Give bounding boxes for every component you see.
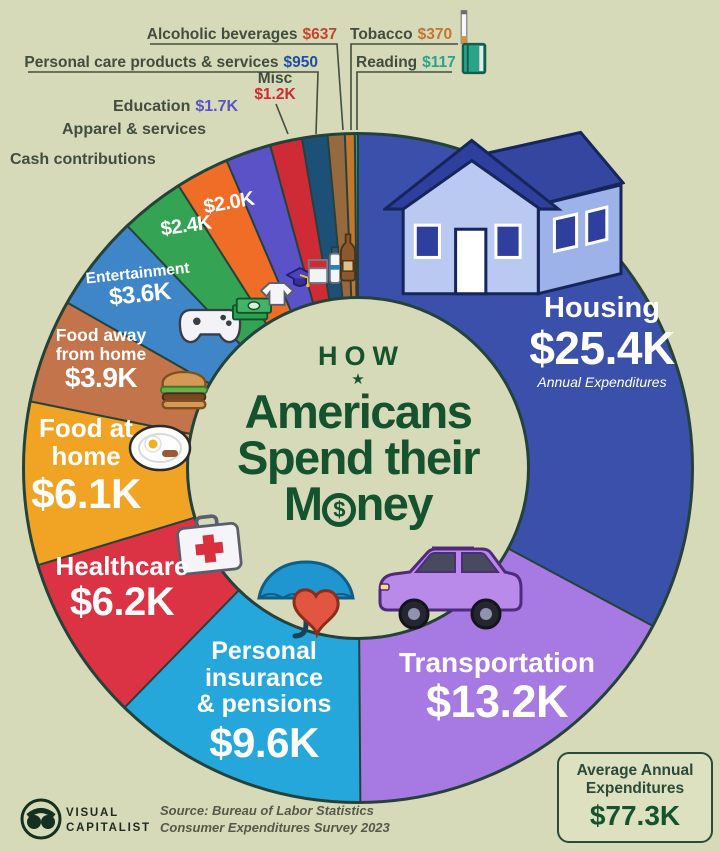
beer-bottle-icon [340, 233, 356, 282]
star-icon: ★ [351, 371, 365, 388]
book-icon [461, 42, 487, 75]
first-aid-icon [176, 514, 243, 576]
money-suffix: ney [355, 477, 434, 531]
source-line-2: Consumer Expenditures Survey 2023 [160, 819, 390, 835]
suv-icon [378, 546, 523, 630]
brand-name: VISUAL CAPITALIST [66, 806, 151, 836]
house-icon [383, 130, 625, 296]
slice-value: $9.6K [209, 718, 319, 766]
label-reading: Reading $117 [356, 54, 456, 72]
slice-label: & pensions [196, 690, 332, 718]
slice-value: $6.1K [31, 470, 141, 518]
housing-label-block: Housing $25.4K Annual Expenditures [529, 292, 675, 391]
slice-label: Healthcare [55, 551, 189, 581]
label-value: $117 [422, 54, 456, 71]
insurance-label-block: Personal insurance & pensions $9.6K [197, 638, 332, 765]
slice-label: Food at [39, 413, 133, 443]
label-text: Tobacco [350, 26, 413, 43]
slice-label: Personal [211, 637, 317, 665]
visual-capitalist-logo-icon [20, 798, 62, 840]
shirt-icon [260, 282, 294, 306]
label-misc: Misc $1.2K [254, 70, 296, 104]
label-text: Alcoholic beverages [146, 26, 298, 43]
grad-cap-icon [286, 267, 314, 288]
brand-line-2: CAPITALIST [66, 821, 151, 834]
label-cash-contributions: Cash contributions [10, 151, 156, 168]
label-text: Reading [356, 54, 418, 71]
food-away-label-block: Food away from home $3.9K [55, 325, 147, 394]
label-text: Education [113, 98, 191, 115]
label-value: $1.2K [254, 86, 296, 104]
slice-value: $13.2K [425, 675, 569, 727]
label-value: $1.7K [195, 98, 239, 115]
housing-sublabel: Annual Expenditures [537, 374, 667, 391]
label-apparel: Apparel & services [62, 121, 207, 138]
slice-label: Transportation [398, 647, 596, 678]
label-value: $370 [417, 26, 453, 43]
label-value: $950 [283, 54, 318, 71]
average-label-line-1: Average Annual [576, 762, 694, 779]
donut-center [186, 296, 530, 640]
dollar-coin-icon: $ [321, 493, 356, 528]
breakfast-plate-icon [128, 424, 192, 472]
slice-value: $6.2K [69, 579, 175, 624]
game-controller-icon [178, 308, 242, 344]
label-alcoholic-beverages: Alcoholic beverages $637 [147, 26, 337, 44]
food-at-home-label-block: Food at home $6.1K [31, 413, 141, 518]
average-expenditures-box: Average Annual Expenditures $77.3K [557, 752, 713, 843]
umbrella-heart-icon [257, 560, 355, 639]
cigarette-icon [460, 9, 468, 45]
slice-value: $25.4K [529, 321, 675, 374]
title-line-money: M $ ney [148, 480, 568, 528]
slice-label: Housing [544, 292, 660, 324]
brand-line-1: VISUAL [66, 807, 119, 819]
burger-icon [159, 370, 209, 410]
average-value: $77.3K [589, 799, 681, 831]
money-prefix: M [283, 477, 323, 531]
chart-title: HOW ★ Americans Spend their M $ ney [148, 341, 568, 528]
slice-label: Food away [55, 325, 147, 345]
healthcare-label-block: Healthcare $6.2K [55, 551, 189, 624]
slice-label: from home [55, 343, 147, 364]
title-line-1: Americans [244, 385, 473, 438]
leader-misc [275, 103, 289, 135]
source-line-1: Source: Bureau of Labor Statistics [160, 803, 374, 818]
slice-label: insurance [204, 663, 324, 692]
label-personal-care: Personal care products & services $950 [24, 54, 318, 72]
average-label-line-2: Expenditures [585, 779, 685, 797]
source-note: Source: Bureau of Labor Statistics Consu… [160, 803, 390, 837]
title-line-2: Spend their [236, 431, 481, 485]
label-tobacco: Tobacco $370 [350, 26, 452, 44]
label-value: $637 [302, 26, 337, 43]
title-kicker: HOW [318, 341, 405, 371]
slice-label: home [51, 440, 121, 471]
transportation-label-block: Transportation $13.2K [399, 648, 595, 725]
label-text: Personal care products & services [24, 54, 279, 71]
label-text: Misc [257, 70, 293, 87]
slice-value: $3.9K [64, 362, 138, 394]
label-education: Education $1.7K [113, 98, 238, 116]
misc-pack-icon [307, 259, 329, 284]
